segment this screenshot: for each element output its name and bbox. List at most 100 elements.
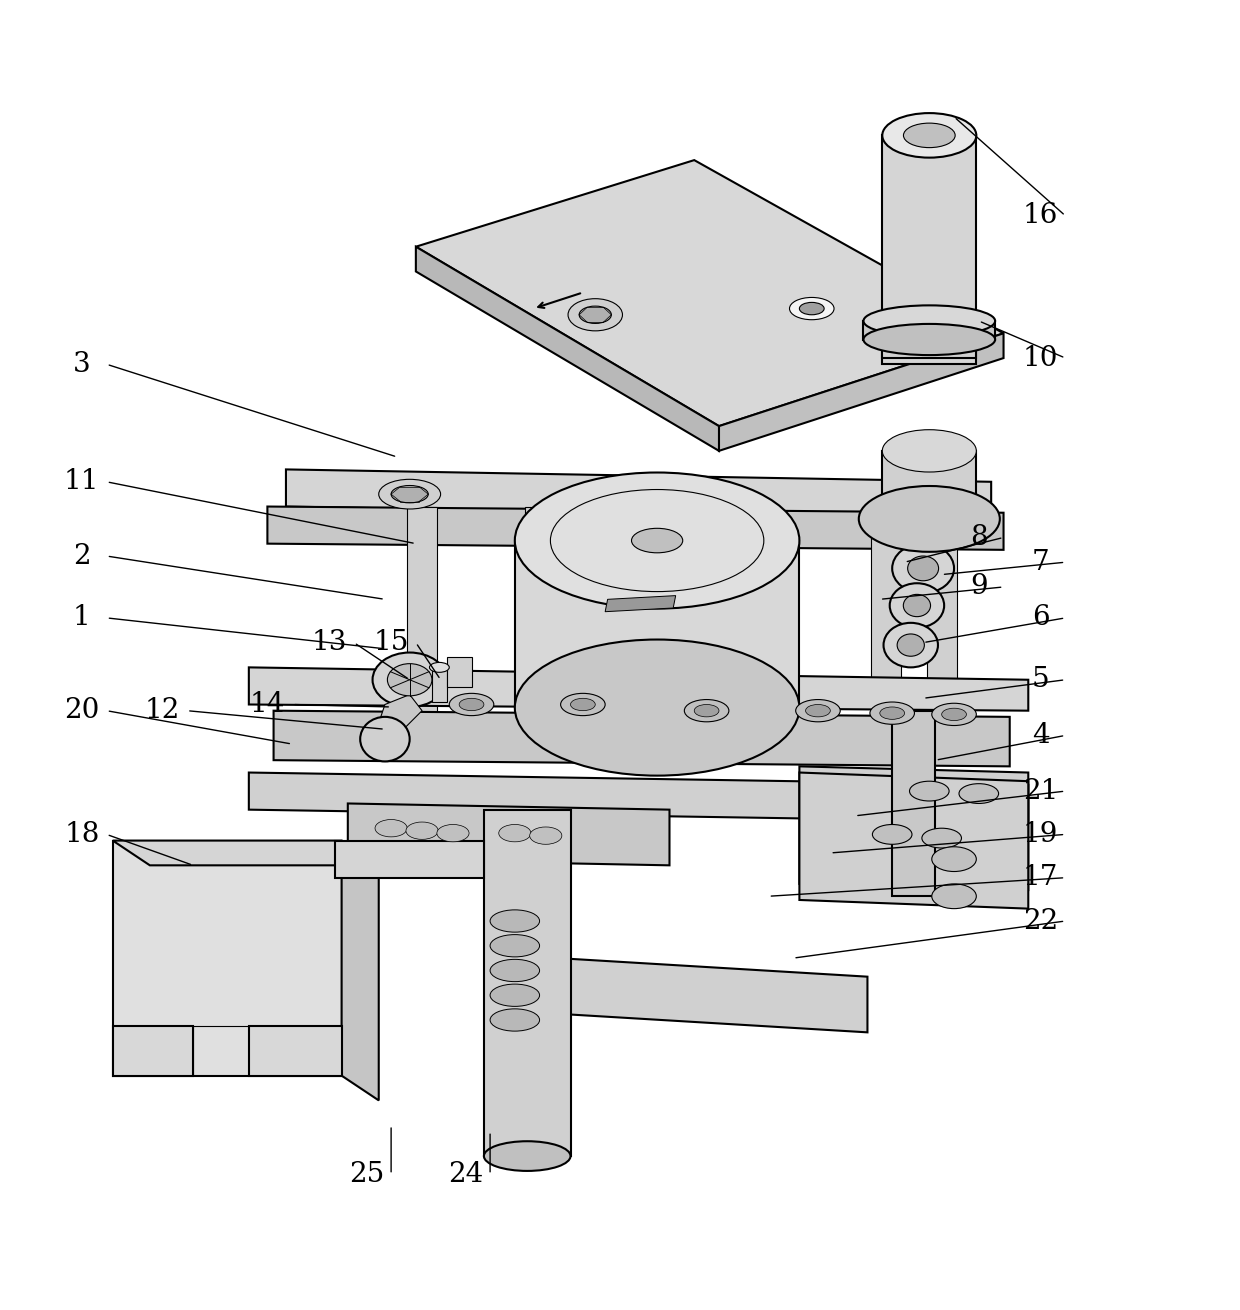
Polygon shape — [347, 803, 670, 866]
Polygon shape — [446, 658, 471, 688]
Polygon shape — [378, 694, 422, 730]
Ellipse shape — [890, 583, 944, 627]
Ellipse shape — [893, 544, 954, 593]
Ellipse shape — [490, 984, 539, 1006]
Ellipse shape — [909, 781, 949, 800]
Polygon shape — [605, 596, 676, 612]
Text: 11: 11 — [64, 468, 99, 495]
Polygon shape — [719, 333, 1003, 451]
Text: 5: 5 — [1032, 667, 1049, 693]
Polygon shape — [286, 469, 991, 519]
Text: 21: 21 — [1023, 778, 1059, 804]
Text: 19: 19 — [1023, 821, 1059, 848]
Ellipse shape — [560, 693, 605, 715]
Ellipse shape — [449, 693, 494, 715]
Polygon shape — [800, 766, 1028, 889]
Ellipse shape — [391, 486, 428, 503]
Ellipse shape — [378, 479, 440, 510]
Ellipse shape — [806, 705, 831, 717]
Ellipse shape — [903, 595, 930, 617]
Polygon shape — [249, 773, 1028, 823]
Text: 7: 7 — [1032, 549, 1049, 575]
Ellipse shape — [883, 113, 976, 157]
Ellipse shape — [796, 700, 841, 722]
Text: 12: 12 — [145, 697, 180, 724]
Ellipse shape — [800, 303, 825, 314]
Ellipse shape — [931, 703, 976, 726]
Ellipse shape — [372, 652, 446, 707]
Ellipse shape — [694, 705, 719, 717]
Ellipse shape — [884, 622, 937, 667]
Polygon shape — [274, 710, 1009, 766]
Text: 1: 1 — [73, 604, 91, 631]
Ellipse shape — [490, 959, 539, 981]
Ellipse shape — [436, 824, 469, 842]
Polygon shape — [415, 160, 1003, 426]
Ellipse shape — [863, 324, 996, 355]
Ellipse shape — [863, 305, 996, 337]
Ellipse shape — [904, 123, 955, 148]
Polygon shape — [558, 958, 868, 1032]
Polygon shape — [872, 500, 900, 717]
Ellipse shape — [631, 528, 683, 553]
Text: 4: 4 — [1032, 722, 1049, 749]
Ellipse shape — [568, 299, 622, 331]
Ellipse shape — [374, 820, 407, 837]
Polygon shape — [113, 1026, 193, 1076]
Ellipse shape — [529, 827, 562, 845]
Ellipse shape — [873, 824, 911, 845]
Ellipse shape — [405, 823, 438, 840]
Polygon shape — [415, 246, 719, 451]
Text: 2: 2 — [73, 542, 91, 570]
Ellipse shape — [360, 717, 409, 761]
Polygon shape — [249, 667, 1028, 710]
Ellipse shape — [579, 307, 611, 324]
Text: 9: 9 — [970, 574, 987, 600]
Ellipse shape — [959, 783, 998, 803]
Ellipse shape — [570, 698, 595, 710]
Ellipse shape — [880, 707, 904, 719]
Ellipse shape — [684, 700, 729, 722]
Polygon shape — [883, 451, 976, 519]
Ellipse shape — [484, 1141, 570, 1171]
Text: 6: 6 — [1032, 604, 1049, 631]
Text: 10: 10 — [1023, 345, 1059, 372]
Polygon shape — [800, 773, 1028, 909]
Polygon shape — [883, 135, 976, 364]
Polygon shape — [883, 339, 976, 358]
Text: 20: 20 — [64, 697, 99, 724]
Text: 17: 17 — [1023, 865, 1059, 891]
Polygon shape — [336, 841, 484, 878]
Ellipse shape — [908, 555, 939, 580]
Ellipse shape — [515, 639, 800, 776]
Text: 22: 22 — [1023, 908, 1058, 934]
Ellipse shape — [387, 664, 432, 696]
Polygon shape — [525, 507, 554, 730]
Ellipse shape — [883, 430, 976, 472]
Ellipse shape — [515, 473, 800, 609]
Polygon shape — [484, 810, 570, 1155]
Text: 16: 16 — [1023, 202, 1059, 229]
Polygon shape — [515, 541, 800, 707]
Ellipse shape — [941, 709, 966, 720]
Polygon shape — [863, 321, 996, 339]
Ellipse shape — [790, 297, 835, 320]
Polygon shape — [113, 841, 342, 1076]
Text: 14: 14 — [249, 690, 285, 718]
Text: 25: 25 — [348, 1161, 384, 1188]
Text: 18: 18 — [64, 821, 99, 848]
Polygon shape — [342, 841, 378, 1100]
Ellipse shape — [921, 828, 961, 848]
Polygon shape — [893, 710, 935, 896]
Ellipse shape — [490, 934, 539, 956]
Text: 8: 8 — [970, 524, 987, 552]
Text: 24: 24 — [448, 1161, 482, 1188]
Text: 13: 13 — [311, 629, 347, 656]
Polygon shape — [432, 667, 446, 702]
Ellipse shape — [931, 884, 976, 909]
Ellipse shape — [870, 702, 914, 724]
Ellipse shape — [459, 698, 484, 710]
Polygon shape — [113, 841, 378, 866]
Ellipse shape — [490, 1009, 539, 1031]
Text: 15: 15 — [373, 629, 409, 656]
